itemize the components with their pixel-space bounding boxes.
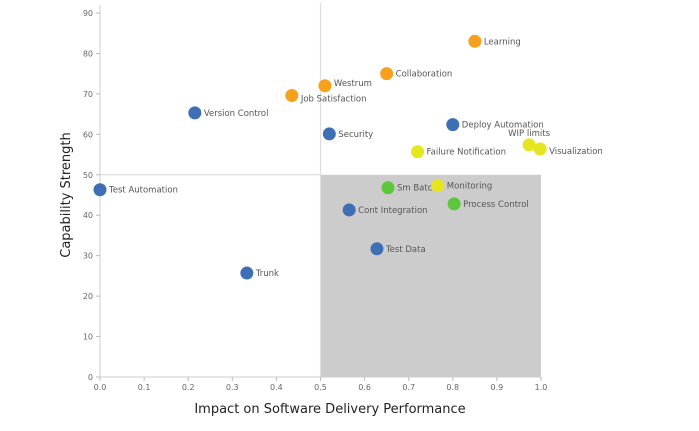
point-label: Deploy Automation — [462, 121, 544, 131]
point-label: Trunk — [255, 269, 279, 279]
x-tick-label: 0.4 — [270, 383, 283, 392]
quadrant-layer — [100, 3, 541, 377]
data-point — [447, 197, 461, 211]
data-point — [522, 138, 536, 152]
data-point — [318, 79, 332, 93]
x-tick-label: 1.0 — [535, 383, 548, 392]
point-label: Version Control — [204, 109, 269, 119]
shaded-quadrant — [320, 174, 541, 377]
x-tick-label: 0.8 — [446, 383, 459, 392]
point-label: Failure Notification — [427, 148, 506, 158]
point-label: Test Automation — [108, 186, 178, 196]
x-tick-label: 0.5 — [314, 383, 327, 392]
point-label: Process Control — [463, 200, 529, 210]
y-tick-label: 40 — [83, 211, 93, 220]
x-tick-label: 0.6 — [358, 383, 371, 392]
points-layer: Learning Collaboration Westrum Job Satisfac… — [93, 34, 603, 280]
data-point — [240, 266, 254, 280]
x-tick-label: 0.0 — [94, 383, 107, 392]
point-label: Learning — [484, 37, 521, 47]
x-axis-title: Impact on Software Delivery Performance — [194, 402, 465, 417]
point-label: Visualization — [549, 147, 603, 157]
point-label: WIP limits — [508, 129, 550, 139]
point-label: Collaboration — [396, 70, 453, 80]
point-label: Security — [338, 130, 373, 140]
x-tick-label: 0.7 — [402, 383, 415, 392]
y-tick-label: 30 — [83, 252, 93, 261]
y-tick-label: 50 — [83, 171, 93, 180]
point-label: Monitoring — [447, 182, 492, 192]
point-label: Test Data — [385, 245, 426, 255]
data-point — [411, 145, 425, 159]
data-point — [322, 127, 336, 141]
y-tick-label: 60 — [83, 130, 93, 139]
point-label: Cont Integration — [358, 206, 427, 216]
x-tick-label: 0.3 — [226, 383, 239, 392]
y-tick-label: 0 — [88, 373, 93, 382]
x-tick-label: 0.2 — [182, 383, 195, 392]
data-point — [370, 242, 384, 256]
y-tick-label: 10 — [83, 333, 93, 342]
data-point — [380, 67, 394, 81]
data-point — [468, 34, 482, 48]
point-label: Job Satisfaction — [300, 95, 367, 105]
point-label: Westrum — [334, 79, 372, 89]
y-tick-label: 80 — [83, 49, 93, 58]
data-point — [93, 183, 107, 197]
y-axis-title: Capability Strength — [59, 132, 74, 258]
y-tick-label: 20 — [83, 292, 93, 301]
x-tick-label: 0.9 — [491, 383, 504, 392]
data-point — [381, 181, 395, 195]
data-point — [342, 203, 356, 217]
data-point — [431, 179, 445, 193]
data-point — [446, 118, 460, 132]
data-point — [285, 89, 299, 103]
x-tick-label: 0.1 — [138, 383, 151, 392]
data-point — [188, 106, 202, 120]
point-label: Sm Batch — [397, 184, 438, 194]
data-point — [533, 142, 547, 156]
y-tick-label: 90 — [83, 9, 93, 18]
y-tick-label: 70 — [83, 90, 93, 99]
